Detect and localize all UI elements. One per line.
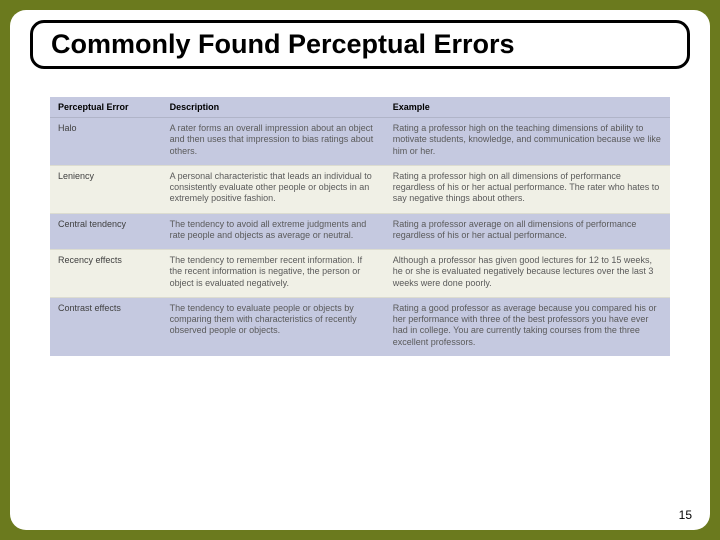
cell-example: Although a professor has given good lect… bbox=[385, 250, 670, 298]
th-example: Example bbox=[385, 97, 670, 118]
cell-name: Central tendency bbox=[50, 213, 162, 250]
cell-example: Rating a professor high on all dimension… bbox=[385, 165, 670, 213]
cell-desc: The tendency to remember recent informat… bbox=[162, 250, 385, 298]
th-description: Description bbox=[162, 97, 385, 118]
cell-desc: The tendency to avoid all extreme judgme… bbox=[162, 213, 385, 250]
cell-desc: A rater forms an overall impression abou… bbox=[162, 118, 385, 166]
table-row: Central tendency The tendency to avoid a… bbox=[50, 213, 670, 250]
table-wrap: Perceptual Error Description Example Hal… bbox=[50, 97, 670, 356]
cell-example: Rating a professor high on the teaching … bbox=[385, 118, 670, 166]
cell-name: Recency effects bbox=[50, 250, 162, 298]
table-row: Halo A rater forms an overall impression… bbox=[50, 118, 670, 166]
title-box: Commonly Found Perceptual Errors bbox=[30, 20, 690, 69]
cell-name: Halo bbox=[50, 118, 162, 166]
table-row: Recency effects The tendency to remember… bbox=[50, 250, 670, 298]
slide-card: Commonly Found Perceptual Errors Percept… bbox=[10, 10, 710, 530]
cell-desc: A personal characteristic that leads an … bbox=[162, 165, 385, 213]
cell-example: Rating a good professor as average becau… bbox=[385, 297, 670, 356]
slide-title: Commonly Found Perceptual Errors bbox=[51, 29, 669, 60]
cell-desc: The tendency to evaluate people or objec… bbox=[162, 297, 385, 356]
table-row: Leniency A personal characteristic that … bbox=[50, 165, 670, 213]
table-row: Contrast effects The tendency to evaluat… bbox=[50, 297, 670, 356]
th-error: Perceptual Error bbox=[50, 97, 162, 118]
cell-name: Leniency bbox=[50, 165, 162, 213]
table-header-row: Perceptual Error Description Example bbox=[50, 97, 670, 118]
perceptual-errors-table: Perceptual Error Description Example Hal… bbox=[50, 97, 670, 356]
page-number: 15 bbox=[679, 508, 692, 522]
cell-name: Contrast effects bbox=[50, 297, 162, 356]
cell-example: Rating a professor average on all dimens… bbox=[385, 213, 670, 250]
